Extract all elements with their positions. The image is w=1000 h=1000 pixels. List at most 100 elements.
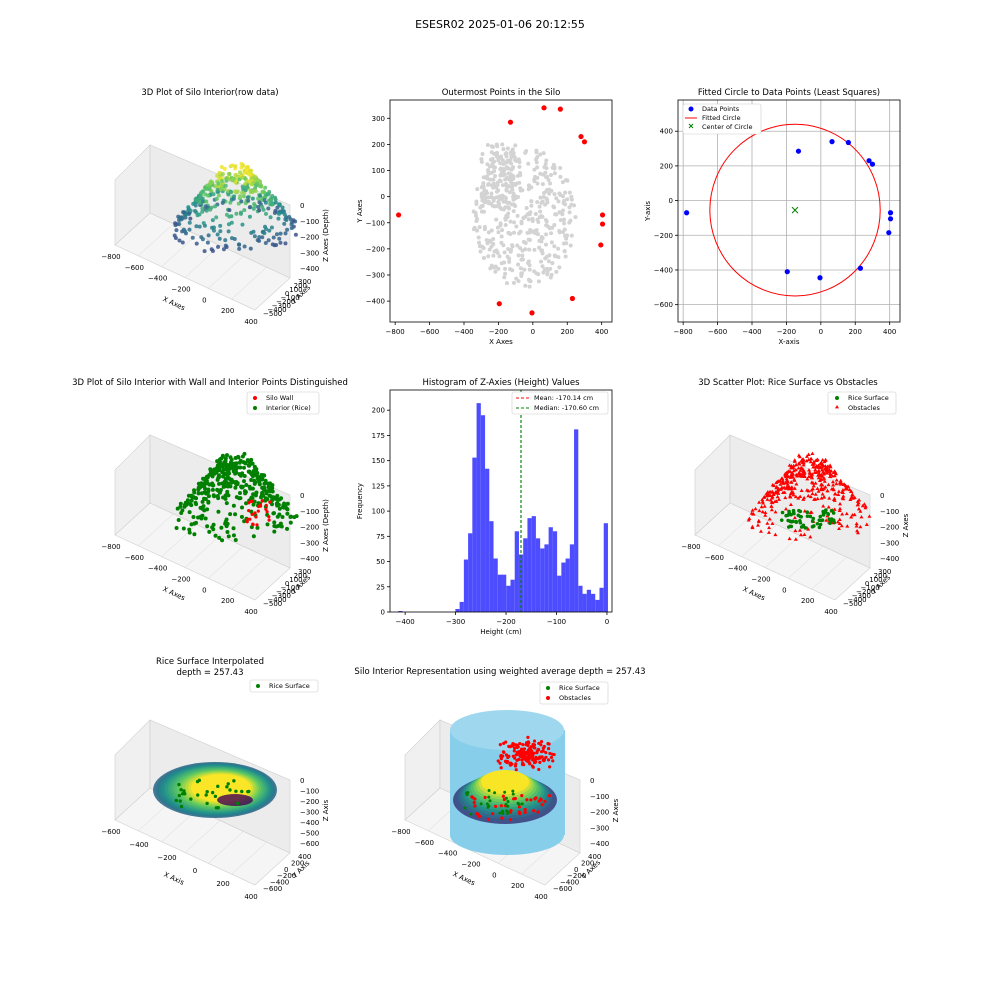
data-point-gray <box>499 240 504 245</box>
obstacle-point <box>532 760 537 765</box>
histogram-bar <box>531 516 536 612</box>
data-point-gray <box>481 209 486 214</box>
outer-point <box>529 310 535 316</box>
obstacle-point <box>546 741 550 746</box>
data-point <box>222 166 227 171</box>
obstacle-point <box>792 478 797 482</box>
obstacle-point <box>815 486 820 491</box>
interior-point <box>219 525 224 530</box>
obstacle-point <box>822 467 827 471</box>
obstacle-point <box>818 465 823 469</box>
interior-point <box>194 502 199 507</box>
interior-point <box>285 507 290 512</box>
obstacle-point <box>776 497 781 501</box>
obstacle-point <box>499 804 503 808</box>
data-point <box>180 240 185 245</box>
data-point-gray <box>520 188 525 193</box>
data-point-gray <box>508 173 513 178</box>
obstacle-point <box>826 505 831 509</box>
data-point-gray <box>556 199 561 204</box>
x-tick-label: 400 <box>824 608 837 616</box>
data-point-gray <box>478 249 483 254</box>
data-point-gray <box>494 189 499 194</box>
data-point <box>200 209 205 214</box>
interior-point <box>241 465 246 470</box>
obstacle-point <box>833 471 838 476</box>
data-point <box>205 240 210 245</box>
interior-point <box>224 501 229 506</box>
obstacle-point <box>821 472 826 476</box>
obstacle-point <box>848 497 853 502</box>
data-point <box>249 178 254 183</box>
data-point-gray <box>474 201 479 206</box>
obstacle-point <box>807 468 812 472</box>
data-point <box>254 181 259 186</box>
obstacle-point <box>804 458 809 463</box>
data-point-gray <box>535 200 540 205</box>
chart-fitted-circle: −800 −600 −400 −200 0 200 400 400 200 0 −200 −400 −6… <box>644 88 901 346</box>
data-point <box>207 186 212 191</box>
obstacle-point <box>535 751 539 755</box>
data-point-gray <box>541 151 546 156</box>
data-point <box>211 192 216 197</box>
data-point <box>220 200 225 205</box>
y-tick-label: 100 <box>372 508 385 516</box>
data-point <box>264 226 269 231</box>
obstacle-point <box>546 758 551 762</box>
data-point <box>243 188 248 193</box>
z-axis-label: Z Axes (Depth) <box>322 209 330 262</box>
data-point-gray <box>516 253 521 258</box>
surface-point <box>794 520 799 524</box>
data-point-gray <box>492 169 497 174</box>
data-point-gray <box>560 180 565 185</box>
obstacle-point <box>542 744 546 749</box>
obstacle-point <box>797 471 802 475</box>
obstacle-point <box>814 458 819 462</box>
data-point <box>232 194 237 199</box>
data-point <box>248 169 253 174</box>
surface-point <box>820 518 824 523</box>
data-point-gray <box>511 176 516 181</box>
data-point <box>245 185 250 190</box>
interior-point <box>229 477 234 482</box>
obstacle-point <box>765 521 770 525</box>
obstacle-point <box>801 463 806 467</box>
interior-point <box>231 503 236 508</box>
y-tick-label: −600 <box>263 885 282 893</box>
obstacle-point <box>532 751 536 755</box>
y-tick-label: −600 <box>553 885 572 893</box>
interior-point <box>225 530 230 535</box>
z-tick-label: −200 <box>300 524 319 532</box>
interior-point <box>221 495 226 500</box>
obstacle-point <box>513 796 517 801</box>
obstacle-point <box>770 482 775 487</box>
obstacle-point <box>501 794 505 798</box>
data-point-gray <box>495 151 500 156</box>
x-tick-label: −600 <box>125 554 144 562</box>
obstacle-point <box>532 739 537 743</box>
interior-point <box>262 481 267 486</box>
obstacle-point <box>532 743 537 747</box>
interior-point <box>255 525 260 530</box>
interior-point <box>225 492 230 497</box>
data-point <box>240 175 245 180</box>
x-tick-label: 200 <box>561 328 574 336</box>
y-tick-label: 300 <box>878 568 891 576</box>
outer-point <box>557 106 563 112</box>
data-point <box>241 163 246 168</box>
data-point-gray <box>505 254 510 259</box>
data-point <box>215 187 220 192</box>
x-tick-label: 400 <box>244 608 257 616</box>
data-point-gray <box>520 248 525 253</box>
data-point-gray <box>501 147 506 152</box>
obstacle-point <box>806 489 811 493</box>
data-point-gray <box>520 257 525 262</box>
data-point-gray <box>478 244 483 249</box>
data-point-gray <box>515 213 520 218</box>
data-point <box>252 202 257 207</box>
obstacle-point <box>832 507 837 511</box>
obstacle-point <box>839 523 844 528</box>
obstacle-point <box>793 494 798 499</box>
interior-point <box>213 533 218 538</box>
histogram-bar <box>510 579 515 612</box>
